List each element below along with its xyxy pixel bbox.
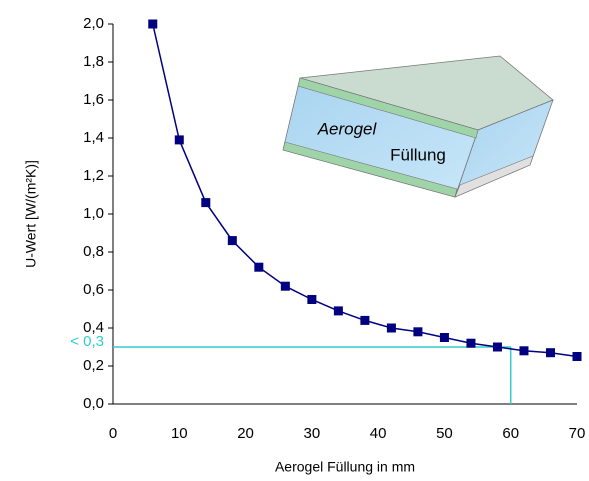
x-tick-label: 70	[569, 425, 586, 442]
data-point	[466, 339, 475, 348]
x-tick-label: 60	[502, 425, 519, 442]
y-tick-label: 0,0	[83, 395, 104, 412]
y-tick-label: 1,4	[83, 129, 104, 146]
data-point	[440, 333, 449, 342]
y-tick-label: 0,8	[83, 243, 104, 260]
x-tick-label: 10	[171, 425, 188, 442]
x-tick-label: 30	[304, 425, 321, 442]
y-tick-label: 1,2	[83, 167, 104, 184]
inset-illustration: Aerogel Füllung	[283, 56, 553, 197]
x-axis-title: Aerogel Füllung in mm	[275, 459, 415, 475]
data-point	[254, 263, 263, 272]
data-point	[573, 352, 582, 361]
y-tick-label: 1,6	[83, 91, 104, 108]
y-tick-label: 0,6	[83, 281, 104, 298]
data-point	[228, 236, 237, 245]
inset-label: Aerogel	[317, 119, 378, 138]
data-point	[413, 327, 422, 336]
data-point	[493, 343, 502, 352]
data-point	[546, 348, 555, 357]
data-point	[175, 135, 184, 144]
data-point	[148, 20, 157, 29]
x-tick-label: 50	[436, 425, 453, 442]
data-point	[281, 282, 290, 291]
data-point	[334, 306, 343, 315]
x-tick-label: 20	[237, 425, 254, 442]
y-tick-label: 1,8	[83, 53, 104, 70]
data-point	[201, 198, 210, 207]
data-point	[307, 295, 316, 304]
data-point	[519, 346, 528, 355]
x-tick-label: 40	[370, 425, 387, 442]
x-tick-label: 0	[109, 425, 117, 442]
y-tick-label: 2,0	[83, 15, 104, 32]
data-point	[387, 324, 396, 333]
y-tick-label: 1,0	[83, 205, 104, 222]
y-axis-title: U-Wert [W/(m²K)]	[23, 160, 39, 268]
data-point	[360, 316, 369, 325]
inset-label: Füllung	[390, 145, 446, 164]
y-tick-label: 0,2	[83, 357, 104, 374]
page: {"chart_data": {"type": "line", "x_label…	[0, 0, 589, 481]
chart: Aerogel Füllung Aerogel Füllung in mm U-…	[0, 0, 589, 481]
annotation-label: < 0,3	[70, 333, 104, 350]
